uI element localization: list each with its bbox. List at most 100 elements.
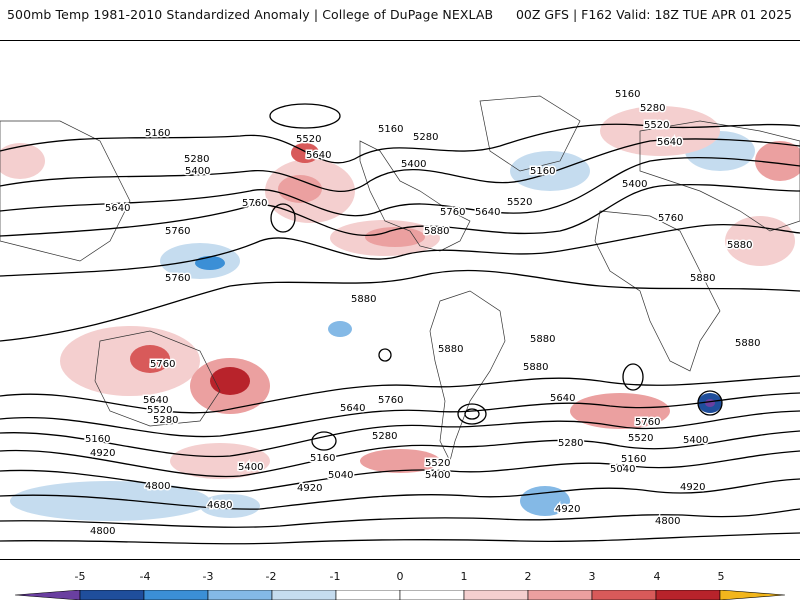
color-bar-segment — [271, 590, 337, 600]
contour-labels: 5160 5280 5400 5640 5760 5520 5640 5760 … — [84, 88, 762, 539]
contour-label: 5760 — [242, 198, 267, 209]
contour-closed — [697, 390, 723, 416]
anomaly-blob — [365, 227, 425, 247]
anomaly-blob — [278, 175, 322, 203]
contour-line — [0, 450, 800, 493]
anomaly-blob — [130, 345, 170, 373]
contour-label: 5520 — [425, 458, 450, 469]
contour-label: 5040 — [328, 470, 353, 481]
color-bar-segment — [207, 590, 273, 600]
contour-line — [0, 508, 800, 528]
coastline — [639, 120, 800, 232]
anomaly-blob — [10, 481, 210, 521]
color-bar-end-right — [719, 590, 786, 600]
contour-closed — [269, 103, 341, 129]
color-bar-segment — [527, 590, 593, 600]
map-svg: 5160 5280 5400 5640 5760 5520 5640 5760 … — [0, 88, 800, 545]
anomaly-blob — [170, 443, 270, 479]
legend-tick: -4 — [139, 570, 151, 583]
contour-closed — [457, 403, 487, 425]
legend-tick: 5 — [717, 570, 725, 583]
contour-closed — [622, 363, 644, 391]
anomaly-blob — [200, 494, 260, 518]
contour-label: 5160 — [621, 454, 646, 465]
contour-label: 5280 — [153, 415, 178, 426]
contour-label: 5520 — [644, 120, 669, 131]
contour-label: 5640 — [340, 403, 365, 414]
contour-line — [0, 156, 800, 217]
contour-label: 5640 — [306, 150, 331, 161]
anomaly-blob — [328, 321, 352, 337]
contour-label: 5280 — [372, 431, 397, 442]
contour-label: 5160 — [378, 124, 403, 135]
contour-label: 4920 — [297, 483, 322, 494]
contour-closed — [311, 431, 337, 451]
color-bar-segment — [655, 590, 721, 600]
contour-label: 5640 — [475, 207, 500, 218]
contour-label: 4920 — [90, 448, 115, 459]
contour-label: 5160 — [85, 434, 110, 445]
coastlines — [0, 95, 800, 463]
contour-label: 5640 — [657, 137, 682, 148]
contour-label: 5760 — [658, 213, 683, 224]
contour-label: 5880 — [523, 362, 548, 373]
contour-label: 5640 — [550, 393, 575, 404]
color-bar-segment — [143, 590, 209, 600]
contour-label: 5280 — [413, 132, 438, 143]
contour-label: 5400 — [185, 166, 210, 177]
coastline — [594, 210, 721, 372]
legend-tick: 1 — [460, 570, 468, 583]
color-bar — [14, 590, 786, 600]
anomaly-blob — [360, 449, 440, 473]
coastline — [359, 140, 471, 252]
anomaly-blob — [0, 143, 45, 179]
contour-closed — [378, 348, 392, 362]
legend-tick: -2 — [265, 570, 277, 583]
contour-label: 4680 — [207, 500, 232, 511]
contour-line — [0, 183, 800, 237]
anomaly-blob — [570, 393, 670, 429]
contour-line — [0, 375, 800, 414]
contour-label: 5160 — [530, 166, 555, 177]
anomaly-blob — [705, 399, 715, 407]
coastline — [94, 330, 221, 427]
anomaly-blob — [755, 141, 800, 181]
color-scale-legend: -5 -4 -3 -2 -1 0 1 2 3 4 5 — [0, 565, 800, 600]
contour-label: 5880 — [438, 344, 463, 355]
anomaly-blob — [60, 326, 200, 396]
contour-label: 5400 — [425, 470, 450, 481]
map-title: 500mb Temp 1981-2010 Standardized Anomal… — [7, 7, 494, 22]
color-bar-segment — [463, 590, 529, 600]
contour-line — [0, 430, 800, 478]
contour-label: 5160 — [310, 453, 335, 464]
contour-label: 4920 — [555, 504, 580, 515]
color-bar-end-left — [14, 590, 81, 600]
contour-label: 5640 — [105, 203, 130, 214]
contour-label: 5880 — [530, 334, 555, 345]
contour-line — [0, 138, 800, 192]
anomaly-blob — [195, 256, 225, 270]
legend-tick: 2 — [524, 570, 532, 583]
height-contours — [0, 103, 800, 545]
contour-label: 5880 — [424, 226, 449, 237]
contour-label: 5880 — [690, 273, 715, 284]
contour-label: 4800 — [90, 526, 115, 537]
anomaly-blob — [510, 151, 590, 191]
contour-label: 5520 — [147, 405, 172, 416]
contour-line — [0, 392, 800, 438]
contour-label: 5280 — [558, 438, 583, 449]
legend-tick: -1 — [329, 570, 341, 583]
contour-label: 5400 — [238, 462, 263, 473]
contour-label: 5160 — [145, 128, 170, 139]
anomaly-shading — [0, 106, 800, 521]
contour-line — [0, 478, 800, 510]
contour-label: 5520 — [628, 433, 653, 444]
contour-label: 5400 — [622, 179, 647, 190]
contour-label: 5760 — [635, 417, 660, 428]
contour-line — [0, 410, 800, 458]
legend-tick: 0 — [396, 570, 404, 583]
anomaly-blob — [600, 106, 720, 156]
contour-label: 5760 — [165, 273, 190, 284]
contour-line — [0, 223, 800, 277]
contour-label: 5280 — [640, 103, 665, 114]
